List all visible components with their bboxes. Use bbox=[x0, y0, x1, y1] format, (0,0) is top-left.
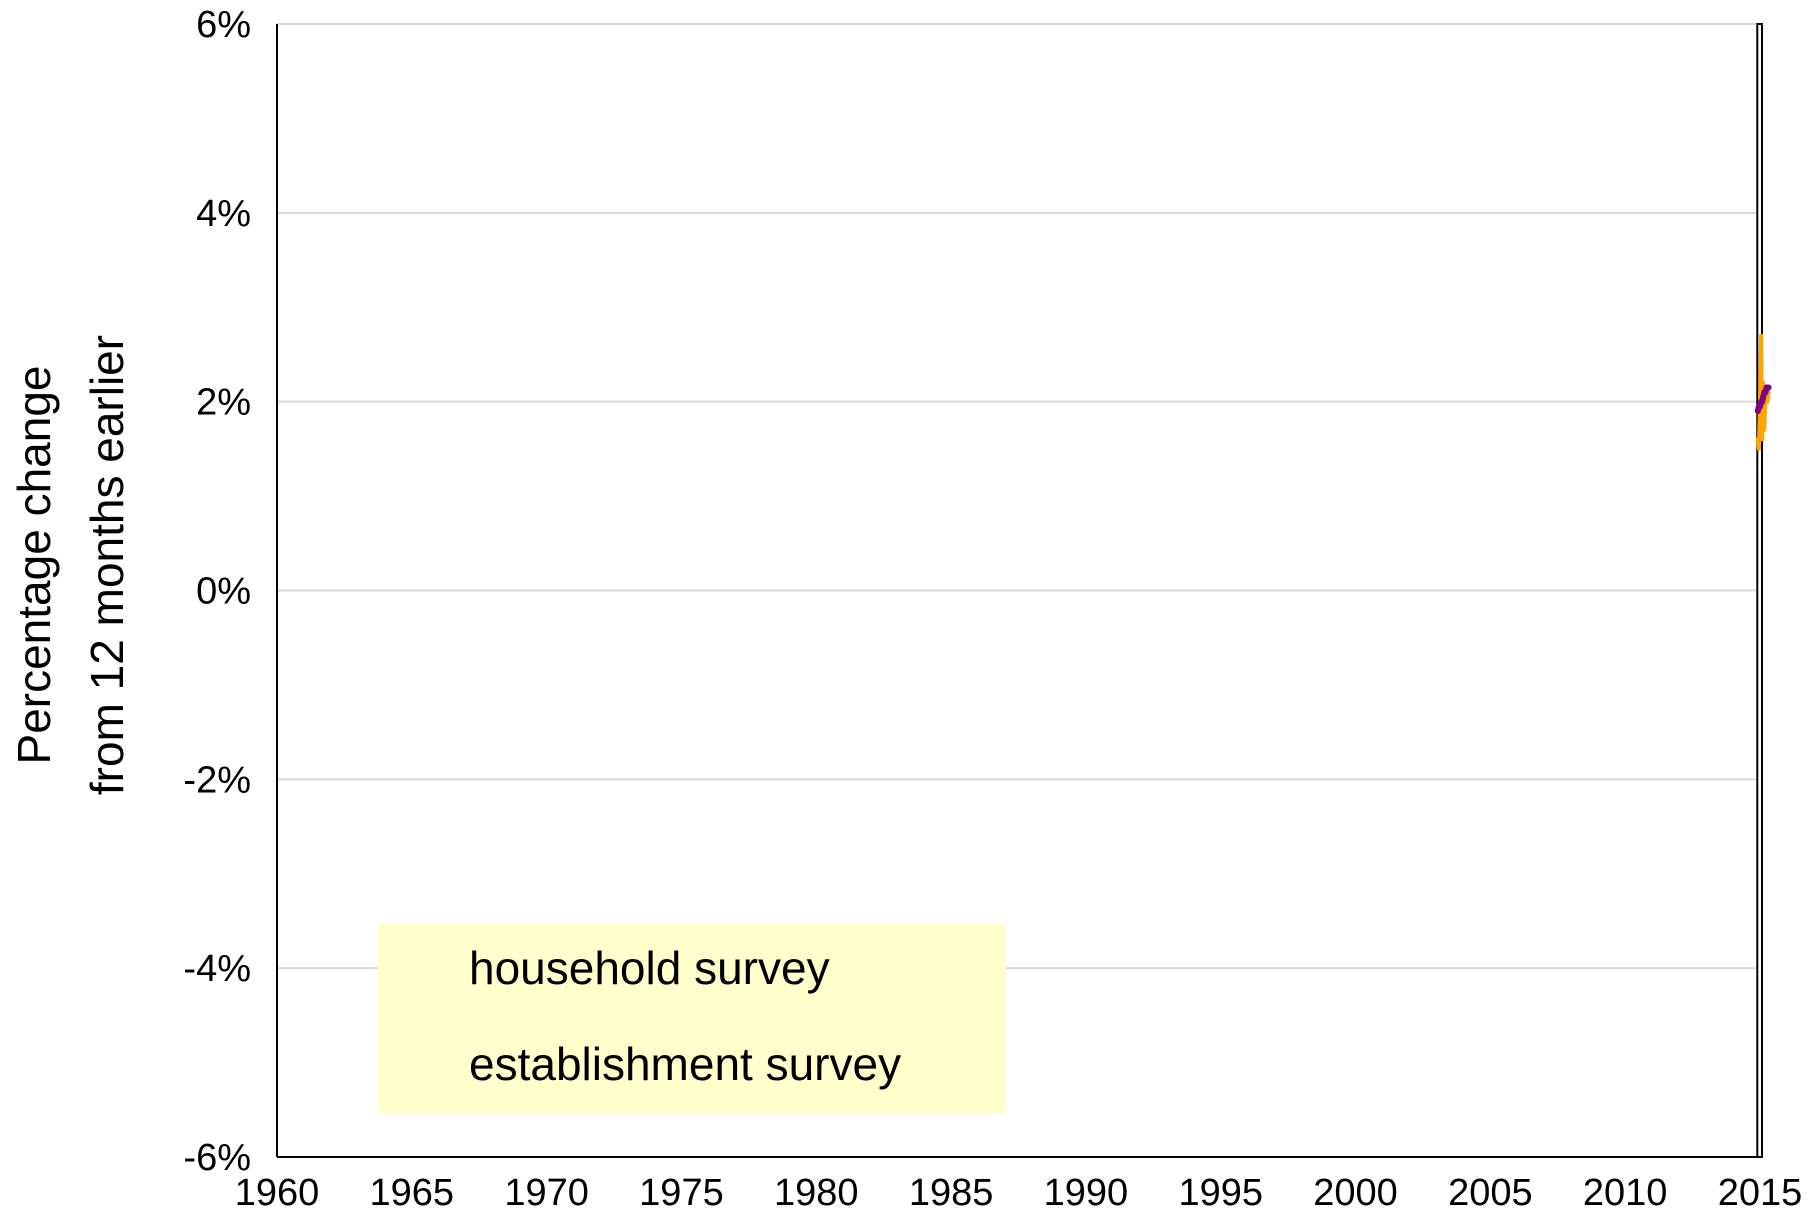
x-tick-label: 2010 bbox=[1583, 1172, 1668, 1214]
y-tick-labels: -6% -4% -2% 0% 2% 4% 6% bbox=[183, 4, 251, 1179]
x-tick-label: 2005 bbox=[1448, 1172, 1533, 1214]
legend-label-household-survey: household survey bbox=[469, 942, 830, 994]
highlight-band bbox=[1756, 23, 1763, 1158]
y-tick-label: -2% bbox=[183, 759, 251, 801]
x-tick-label: 1980 bbox=[774, 1172, 859, 1214]
x-tick-label: 1990 bbox=[1044, 1172, 1129, 1214]
y-tick-label: 6% bbox=[196, 4, 251, 46]
y-axis-title-line-1: Percentage change bbox=[8, 366, 60, 765]
x-tick-label: 1975 bbox=[639, 1172, 724, 1214]
y-tick-label: -6% bbox=[183, 1137, 251, 1179]
legend: household survey establishment survey bbox=[378, 924, 1006, 1114]
legend-box bbox=[378, 924, 1006, 1114]
y-axis-title-line-2: from 12 months earlier bbox=[81, 335, 133, 795]
x-tick-label: 2015 bbox=[1718, 1172, 1803, 1214]
y-tick-label: 0% bbox=[196, 571, 251, 613]
grid-lines bbox=[277, 23, 1760, 970]
x-tick-label: 1960 bbox=[235, 1172, 320, 1214]
y-tick-label: 2% bbox=[196, 382, 251, 424]
series-lines bbox=[1754, 333, 1772, 451]
x-tick-label: 1995 bbox=[1178, 1172, 1263, 1214]
series-line-establishment-survey bbox=[1754, 384, 1772, 415]
y-tick-label: -4% bbox=[183, 948, 251, 990]
series-line-household-survey bbox=[1755, 333, 1771, 451]
legend-label-establishment-survey: establishment survey bbox=[469, 1038, 901, 1090]
x-tick-label: 1970 bbox=[504, 1172, 589, 1214]
x-tick-label: 1985 bbox=[909, 1172, 994, 1214]
x-tick-label: 1965 bbox=[370, 1172, 455, 1214]
y-tick-label: 4% bbox=[196, 193, 251, 235]
axes bbox=[276, 24, 1760, 1158]
x-tick-labels: 1960 1965 1970 1975 1980 1985 1990 1995 2000 2005… bbox=[235, 1172, 1803, 1214]
x-tick-label: 2000 bbox=[1313, 1172, 1398, 1214]
